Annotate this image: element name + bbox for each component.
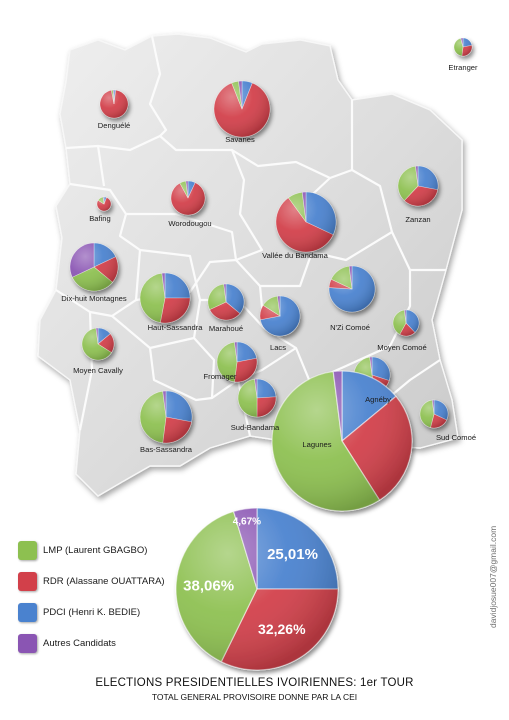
region-label-lacs: Lacs [270,343,286,352]
regional-pies [69,37,473,512]
region-label-zanzan: Zanzan [405,215,430,224]
national-pct-label-rdr: 32,26% [258,621,306,637]
region-fromager-pie [216,341,258,383]
region-label-denguele: Denguélé [98,121,131,130]
legend-label-pdci: PDCI (Henri K. BEDIE) [43,607,141,618]
border-bafing [96,145,106,187]
region-sudbandama-pie-gloss [238,379,276,417]
region-label-lagunes: Lagunes [302,440,331,449]
region-labels: Etranger Denguélé Savanes Bafing Worodougou Z… [61,63,478,454]
legend-swatch-lmp [18,541,37,560]
region-label-bafing: Bafing [89,214,111,223]
region-marahoue-pie [207,283,245,321]
region-label-savanes: Savanes [225,135,255,144]
region-denguele-pie-gloss [100,90,128,118]
region-etranger-pie-gloss [454,38,472,56]
region-nzicomoe-pie-gloss [329,266,375,312]
national-pie-gloss [176,508,338,670]
region-zanzan-pie-gloss [398,166,438,206]
national-pct-label-autres: 4,67% [233,516,261,527]
region-label-sudcomoe: Sud Comoé [436,433,476,442]
legend-item-lmp: LMP (Laurent GBAGBO) [18,539,165,562]
legend-label-autres: Autres Candidats [43,638,116,649]
region-nzicomoe-pie [328,265,376,313]
region-label-bassassandra: Bas-Sassandra [140,445,193,454]
author-credit: davidjosue007@gmail.com [488,525,498,628]
region-label-dixhuit: Dix-huit Montagnes [61,294,127,303]
region-label-moyencomoe: Moyen Comoé [377,343,426,352]
region-lagunes-pie-gloss [272,371,412,511]
region-bafing-pie [96,196,112,212]
region-dixhuit-pie-gloss [70,243,118,291]
border-haut-sassandra [111,248,202,350]
region-hautsassandra-pie [139,272,191,324]
region-label-etranger: Etranger [448,63,478,72]
region-savanes-pie-gloss [214,81,270,137]
region-etranger-pie [453,37,473,57]
region-lagunes-pie [271,370,413,512]
region-vallee-pie [275,191,337,253]
page-subtitle: TOTAL GENERAL PROVISOIRE DONNE PAR LA CE… [151,692,358,702]
region-moyencomoe-pie [392,309,420,337]
region-label-sudbandama: Sud-Bandama [231,423,280,432]
region-label-vallee: Vallée du Bandama [262,251,328,260]
legend: LMP (Laurent GBAGBO) RDR (Alassane OUATT… [18,539,165,663]
legend-item-rdr: RDR (Alassane OUATTARA) [18,570,165,593]
region-sudbandama-pie [237,378,277,418]
region-label-marahoue: Marahoué [209,324,243,333]
region-hautsassandra-pie-gloss [140,273,190,323]
border-fromager [193,337,297,400]
border-bas-sassandra [148,347,213,402]
border-worodougou [126,149,264,262]
national-pct-label-lmp: 38,06% [183,577,234,594]
region-marahoue-pie-gloss [208,284,244,320]
region-label-worodougou: Worodougou [168,219,211,228]
region-bafing-pie-gloss [97,197,111,211]
legend-item-pdci: PDCI (Henri K. BEDIE) [18,601,165,624]
national-pie: 25,01% 32,26% 38,06% 4,67% [175,507,339,671]
region-label-fromager: Fromager [204,372,237,381]
region-label-agneby: Agnéby [365,395,391,404]
border-nzi [311,231,393,262]
page-title: ELECTIONS PRESIDENTIELLES IVOIRIENNES: 1… [95,677,414,689]
region-savanes-pie [213,80,271,138]
border-savanes [148,35,168,137]
region-fromager-pie-gloss [217,342,257,382]
legend-swatch-rdr [18,572,37,591]
region-lacs-pie [259,295,301,337]
region-denguele-pie [99,89,129,119]
legend-swatch-autres [18,634,37,653]
region-moyencavally-pie-gloss [82,328,114,360]
legend-label-rdr: RDR (Alassane OUATTARA) [43,576,165,587]
region-vallee-pie-gloss [276,192,336,252]
region-sudcomoe-pie [419,399,449,429]
region-moyencavally-pie [81,327,115,361]
region-label-moyencavally: Moyen Cavally [73,366,123,375]
legend-swatch-pdci [18,603,37,622]
legend-label-lmp: LMP (Laurent GBAGBO) [43,545,148,556]
national-pie [175,507,339,671]
region-lacs-pie-gloss [260,296,300,336]
region-dixhuit-pie [69,242,119,292]
legend-item-autres: Autres Candidats [18,632,165,655]
region-label-hautsassandra: Haut-Sassandra [148,323,204,332]
region-label-nzicomoe: N'Zi Comoé [330,323,370,332]
region-moyencomoe-pie-gloss [393,310,419,336]
region-worodougou-pie-gloss [171,181,205,215]
region-bassassandra-pie-gloss [140,391,192,443]
region-sudcomoe-pie-gloss [420,400,448,428]
region-bassassandra-pie [139,390,193,444]
national-pct-label-pdci: 25,01% [267,546,318,563]
region-zanzan-pie [397,165,439,207]
region-worodougou-pie [170,180,206,216]
